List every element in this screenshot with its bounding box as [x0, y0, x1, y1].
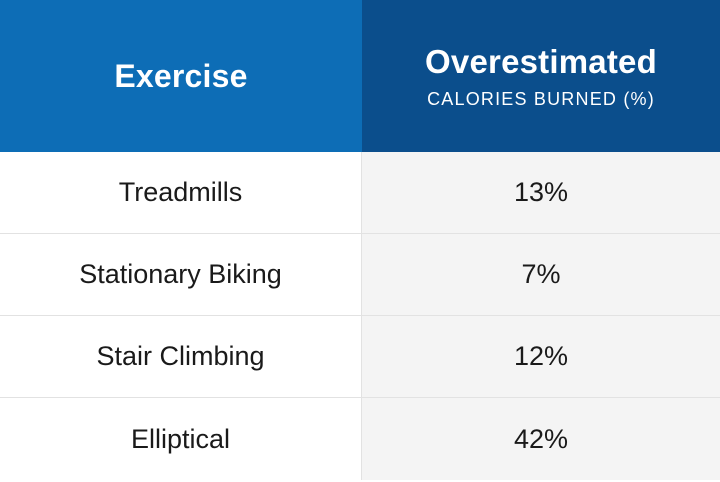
- table-row: Stationary Biking 7%: [0, 234, 720, 316]
- exercise-cell: Treadmills: [0, 152, 362, 233]
- table-row: Elliptical 42%: [0, 398, 720, 480]
- value-cell: 42%: [362, 398, 720, 480]
- header-overestimated-subtitle: CALORIES BURNED (%): [427, 88, 655, 109]
- exercise-cell: Elliptical: [0, 398, 362, 480]
- header-exercise: Exercise: [0, 0, 362, 152]
- value-cell: 13%: [362, 152, 720, 233]
- table-header: Exercise Overestimated CALORIES BURNED (…: [0, 0, 720, 152]
- value-cell: 7%: [362, 234, 720, 315]
- header-exercise-title: Exercise: [114, 57, 248, 94]
- value-cell: 12%: [362, 316, 720, 397]
- exercise-cell: Stair Climbing: [0, 316, 362, 397]
- table-row: Stair Climbing 12%: [0, 316, 720, 398]
- exercise-cell: Stationary Biking: [0, 234, 362, 315]
- header-overestimated-title: Overestimated: [425, 42, 657, 80]
- table-row: Treadmills 13%: [0, 152, 720, 234]
- header-overestimated: Overestimated CALORIES BURNED (%): [362, 0, 720, 152]
